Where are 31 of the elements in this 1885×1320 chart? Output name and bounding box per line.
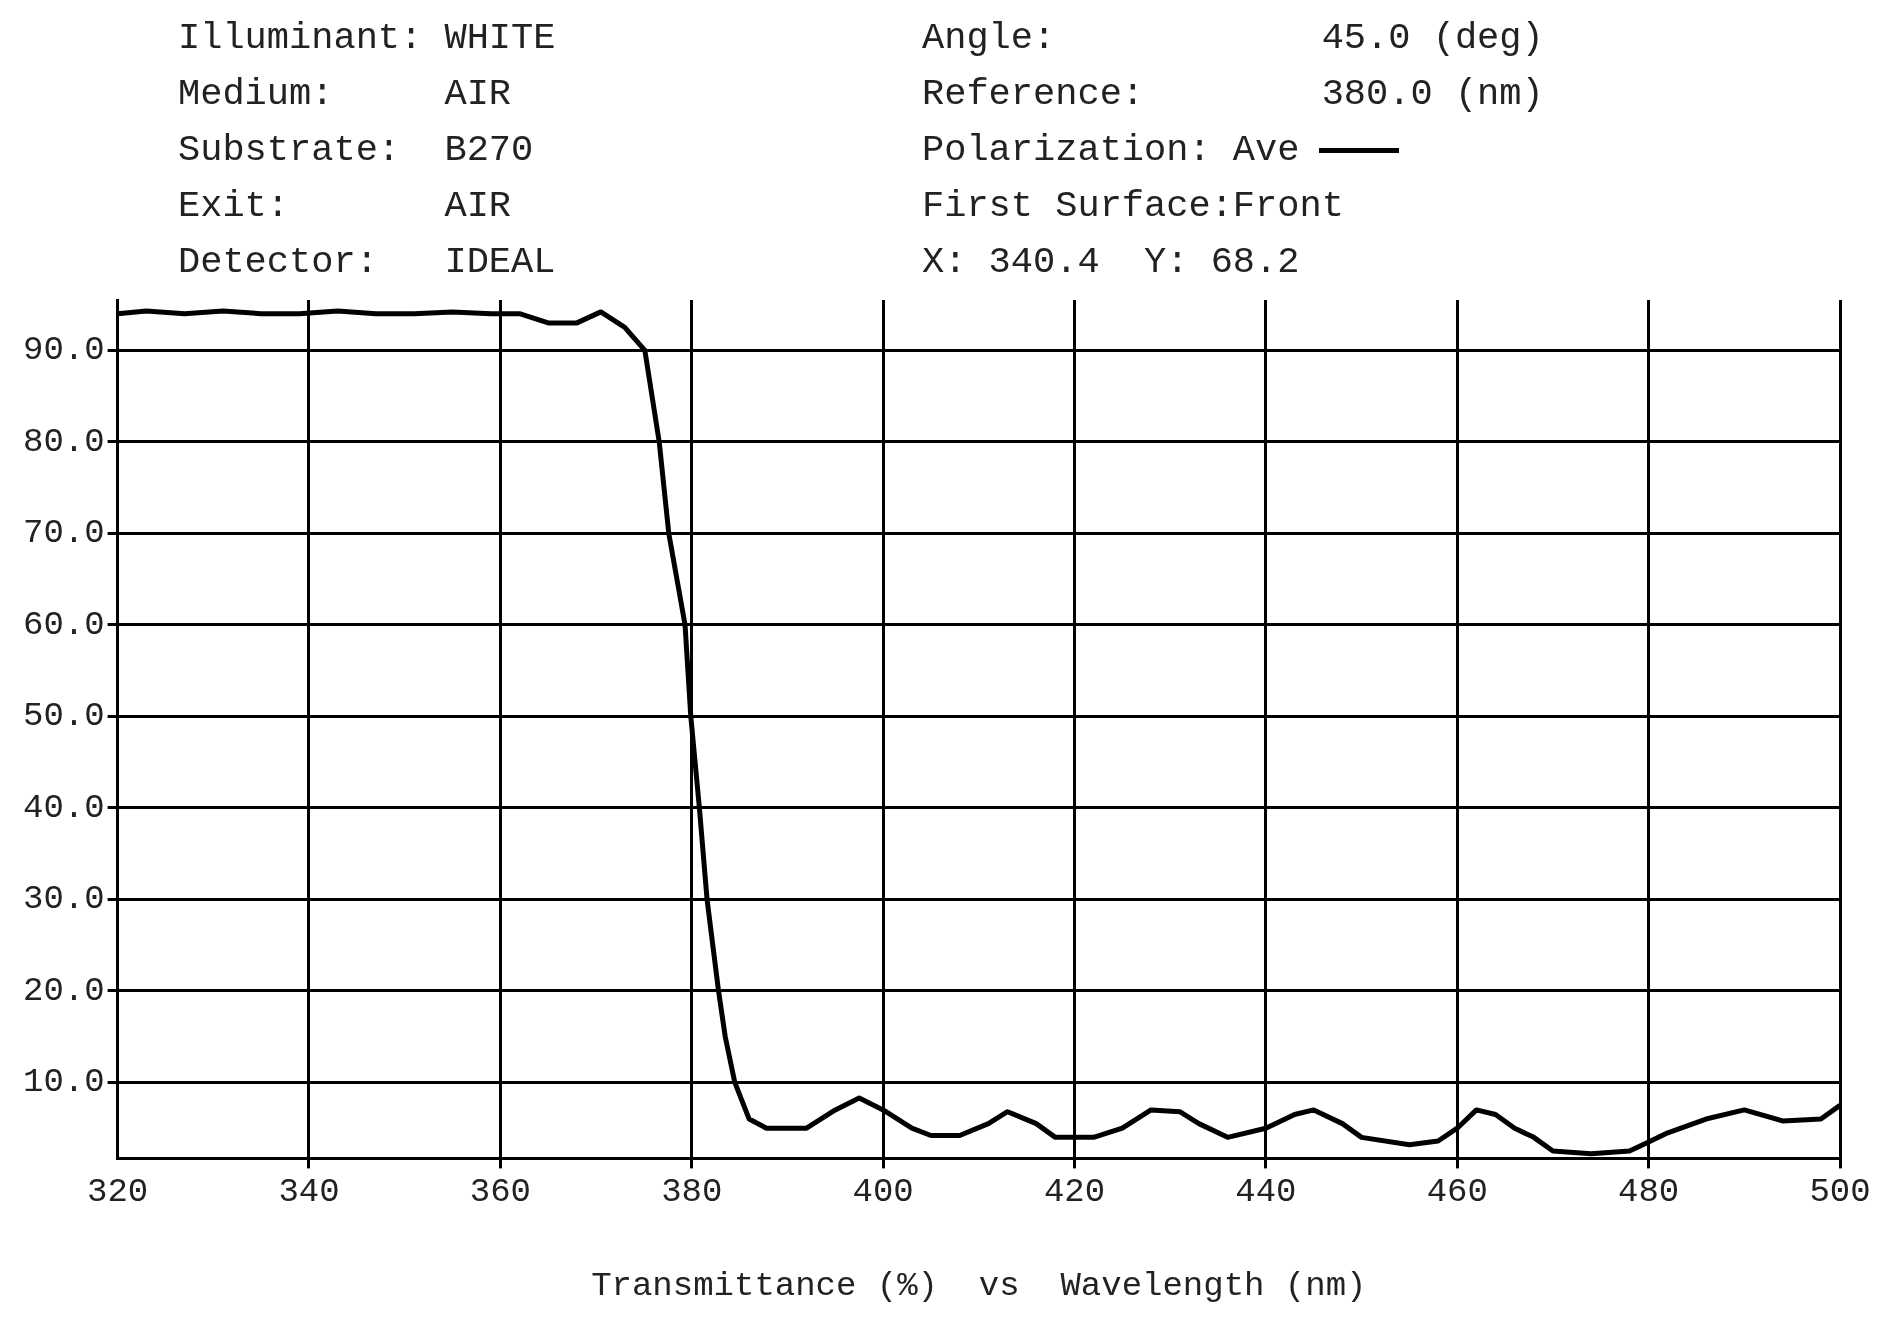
text: Angle: 45.0 (deg) — [922, 16, 1544, 61]
text: Polarization: — [922, 129, 1211, 171]
y-tick-label: 20.0 — [22, 971, 105, 1010]
x-tick-label: 460 — [1426, 1172, 1488, 1211]
x-tick-label: 420 — [1043, 1172, 1106, 1211]
text: First Surface:Front — [922, 184, 1345, 229]
text: Reference: 380.0 (nm) — [922, 72, 1544, 117]
x-tick-label: 500 — [1809, 1172, 1871, 1211]
text: Substrate: B270 — [178, 128, 535, 173]
x-tick-label: 400 — [852, 1172, 914, 1211]
x-tick-label: 480 — [1618, 1172, 1680, 1211]
text: Detector: IDEAL — [178, 240, 556, 285]
text: X: 340.4 Y: 68.2 — [922, 240, 1301, 285]
y-tick-label: 50.0 — [22, 697, 105, 736]
legend-label: Ave — [1231, 129, 1300, 171]
y-tick-label: 30.0 — [22, 880, 105, 919]
text: Illuminant: WHITE — [178, 16, 556, 61]
y-tick-label: 80.0 — [22, 422, 105, 461]
y-tick-label: 90.0 — [22, 331, 105, 370]
x-axis-title: Transmittance (%) vs Wavelength (nm) — [591, 1266, 1367, 1305]
x-tick-label: 440 — [1235, 1172, 1297, 1211]
x-tick-label: 340 — [278, 1172, 340, 1211]
x-tick-label: 380 — [661, 1172, 723, 1211]
y-tick-label: 60.0 — [22, 605, 105, 644]
y-tick-label: 70.0 — [22, 514, 105, 553]
x-tick-label: 360 — [469, 1172, 531, 1211]
y-tick-label: 10.0 — [22, 1063, 105, 1102]
y-tick-label: 40.0 — [22, 788, 105, 827]
x-tick-label: 320 — [87, 1172, 149, 1211]
text: Medium: AIR — [178, 72, 513, 117]
text: Exit: AIR — [178, 184, 513, 229]
